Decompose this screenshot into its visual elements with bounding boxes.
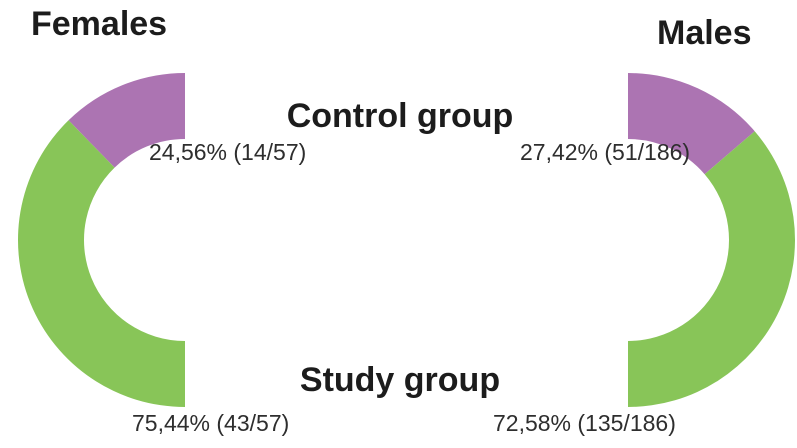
- control-group-label: Control group: [286, 97, 514, 135]
- females-control-value-label: 24,56% (14/57): [149, 139, 307, 165]
- females-donut-chart: [18, 73, 185, 407]
- females-control-segment: [68, 73, 185, 168]
- males-control-value-label: 27,42% (51/186): [520, 139, 691, 165]
- females-study-segment: [18, 120, 185, 407]
- males-study-segment: [628, 131, 795, 407]
- males-control-segment: [628, 73, 755, 175]
- females-study-value-label: 75,44% (43/57): [132, 410, 290, 436]
- males-chart-title: Males: [657, 14, 752, 52]
- males-donut-chart: [628, 73, 795, 407]
- study-group-label: Study group: [299, 361, 501, 399]
- females-chart-title: Females: [31, 5, 168, 43]
- males-study-value-label: 72,58% (135/186): [493, 410, 676, 436]
